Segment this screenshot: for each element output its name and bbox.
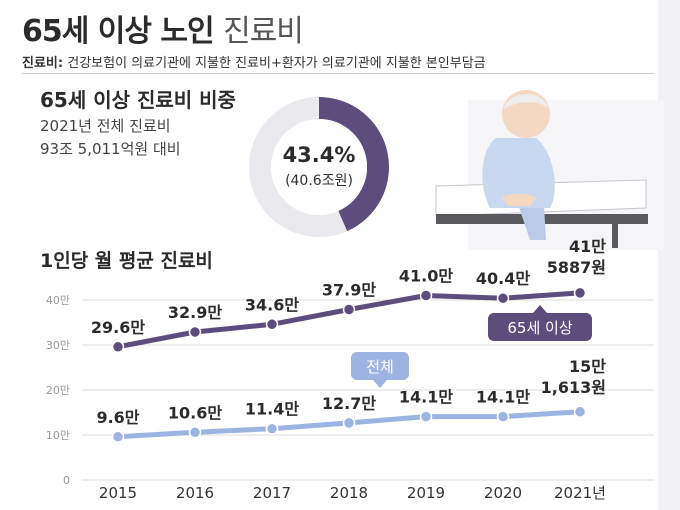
x-tick-label: 2016 xyxy=(176,484,214,502)
data-point xyxy=(342,416,356,430)
definition-term: 진료비: xyxy=(22,56,64,71)
x-tick-label: 2017 xyxy=(253,484,291,502)
data-label: 9.6만 xyxy=(96,408,139,427)
donut-arc xyxy=(318,97,389,232)
data-point xyxy=(188,426,202,439)
data-point xyxy=(573,405,587,419)
data-label: 29.6만 xyxy=(91,318,145,337)
share-title: 65세 이상 진료비 비중 xyxy=(40,88,236,112)
data-point xyxy=(265,422,279,435)
man-legs xyxy=(518,204,546,240)
data-point xyxy=(265,318,279,331)
legend-badge-total: 전체 xyxy=(351,352,409,388)
series-end-label-senior: 41만 5887원 xyxy=(510,236,606,278)
badge-text: 65세 이상 xyxy=(507,319,572,337)
man-body xyxy=(482,138,555,208)
y-tick-label: 20만 xyxy=(46,384,70,397)
badge-box xyxy=(488,313,592,341)
data-label: 10.6만 xyxy=(168,403,222,422)
data-label: 14.1만 xyxy=(399,388,453,407)
x-tick-label: 2018 xyxy=(330,484,368,502)
grid-layer: 0 10만 20만 30만 40만 2015 2016 2017 2018 2019 2020 202… xyxy=(46,294,654,502)
data-point xyxy=(419,410,433,423)
end-label-line: 41만 xyxy=(569,236,606,256)
data-label: 14.1만 xyxy=(476,388,530,407)
share-line-1: 2021년 전체 진료비 xyxy=(40,117,171,135)
page-title: 65세 이상 노인 진료비 xyxy=(22,6,304,50)
data-point xyxy=(419,289,433,302)
series-layer xyxy=(111,286,587,444)
badge-text: 전체 xyxy=(366,358,394,376)
data-label: 32.9만 xyxy=(168,303,222,322)
data-label: 34.6만 xyxy=(245,295,299,314)
x-tick-label: 2021년 xyxy=(554,484,606,502)
data-point xyxy=(573,286,587,300)
badge-tail xyxy=(373,380,387,388)
y-tick-label: 40만 xyxy=(46,294,70,307)
data-label: 40.4만 xyxy=(476,269,530,288)
data-label: 37.9만 xyxy=(322,281,376,300)
legend-badge-senior: 65세 이상 xyxy=(488,305,592,341)
data-point xyxy=(496,410,510,423)
end-label-line: 15만 xyxy=(569,356,606,376)
data-point xyxy=(111,340,125,354)
bed-leg xyxy=(612,222,618,248)
data-point xyxy=(496,291,510,305)
data-label: 11.4만 xyxy=(245,400,299,419)
x-tick-label: 2020 xyxy=(484,484,522,502)
x-tick-label: 2019 xyxy=(407,484,445,502)
end-label-line: 5887원 xyxy=(546,257,606,277)
title-sub: 진료비 xyxy=(223,14,304,49)
share-donut xyxy=(249,97,389,237)
man-hands xyxy=(502,193,536,206)
data-label: 41.0만 xyxy=(399,267,453,286)
donut-amount: (40.6조원) xyxy=(285,173,353,189)
title-main: 65세 이상 노인 xyxy=(22,14,215,49)
data-point xyxy=(111,430,125,444)
data-point xyxy=(342,303,356,316)
series-end-label-total: 15만 1,613원 xyxy=(510,356,606,398)
definition: 진료비: 건강보험이 의료기관에 지불한 진료비+환자가 의료기관에 지불한 본… xyxy=(22,52,486,71)
label-layer: 29.6만 32.9만 34.6만 37.9만 41.0만 40.4만 9.6만 10.6만 1… xyxy=(91,267,592,427)
data-point xyxy=(188,325,202,339)
man-hair xyxy=(504,93,548,110)
share-line-2: 93조 5,011억원 대비 xyxy=(40,140,181,158)
elderly-man-illustration xyxy=(435,90,664,250)
donut-percent: 43.4% xyxy=(282,143,356,167)
y-tick-label: 30만 xyxy=(46,339,70,352)
donut-hole xyxy=(271,119,367,215)
end-label-line: 1,613원 xyxy=(540,377,606,397)
x-tick-label: 2015 xyxy=(99,484,137,502)
data-label: 12.7만 xyxy=(322,394,376,413)
y-tick-label: 0 xyxy=(63,474,70,487)
chart-title: 1인당 월 평균 진료비 xyxy=(40,250,213,272)
divider xyxy=(22,73,654,74)
badge-tail xyxy=(533,305,547,313)
definition-text: 건강보험이 의료기관에 지불한 진료비+환자가 의료기관에 지불한 본인부담금 xyxy=(67,56,486,71)
y-tick-label: 10만 xyxy=(46,429,70,442)
badge-box xyxy=(351,352,409,380)
